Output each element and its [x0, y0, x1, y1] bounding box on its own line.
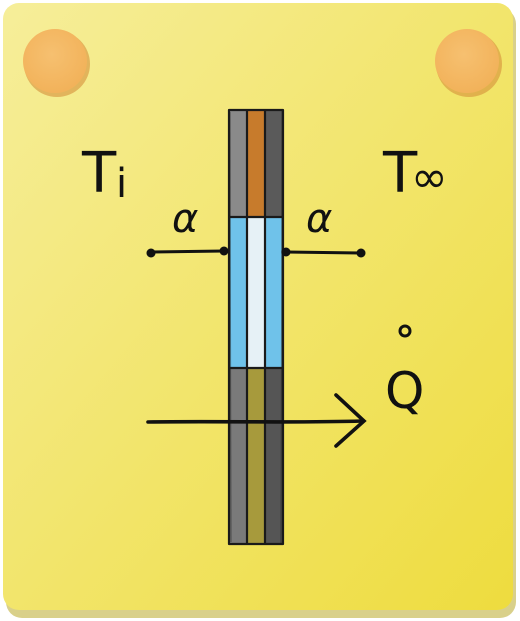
- composite-wall: [227, 108, 285, 546]
- alpha-left-label: α: [172, 196, 198, 242]
- outside-temperature-subscript: ∞: [411, 152, 448, 203]
- outside-temperature-symbol: T: [382, 141, 418, 206]
- outside-temperature-label: T ∞: [382, 141, 448, 206]
- heat-flow-arrow-icon: [146, 393, 367, 448]
- wall-upper-layer-2: [247, 110, 265, 217]
- wall-upper-layer-3: [265, 110, 283, 217]
- heat-flow-symbol: Q: [385, 362, 424, 420]
- heat-flow-label: Q: [385, 324, 424, 420]
- pin-left-icon: [23, 29, 90, 97]
- dot-right-outer: [356, 248, 366, 258]
- dot-left-outer: [146, 248, 156, 258]
- wall-lower-layer-2: [247, 368, 265, 544]
- dot-rate-icon: [398, 324, 412, 338]
- inside-temperature-symbol: T: [81, 141, 117, 206]
- dot-right-inner: [281, 247, 291, 257]
- wall-upper-layer-1: [229, 110, 247, 217]
- convection-right: α: [281, 196, 366, 258]
- alpha-right-label: α: [306, 196, 332, 242]
- inside-temperature-subscript: i: [116, 161, 127, 207]
- wall-lower-layer-3: [265, 368, 283, 544]
- dot-left-inner: [219, 246, 229, 256]
- wall-lower-layer-1: [229, 368, 247, 544]
- wall-middle-layer-2: [247, 217, 265, 368]
- convection-left: α: [146, 196, 229, 258]
- wall-middle-layer-1: [229, 217, 247, 368]
- pin-right-icon: [435, 29, 502, 97]
- inside-temperature-label: T i: [81, 141, 127, 207]
- wall-middle-layer-3: [265, 217, 283, 368]
